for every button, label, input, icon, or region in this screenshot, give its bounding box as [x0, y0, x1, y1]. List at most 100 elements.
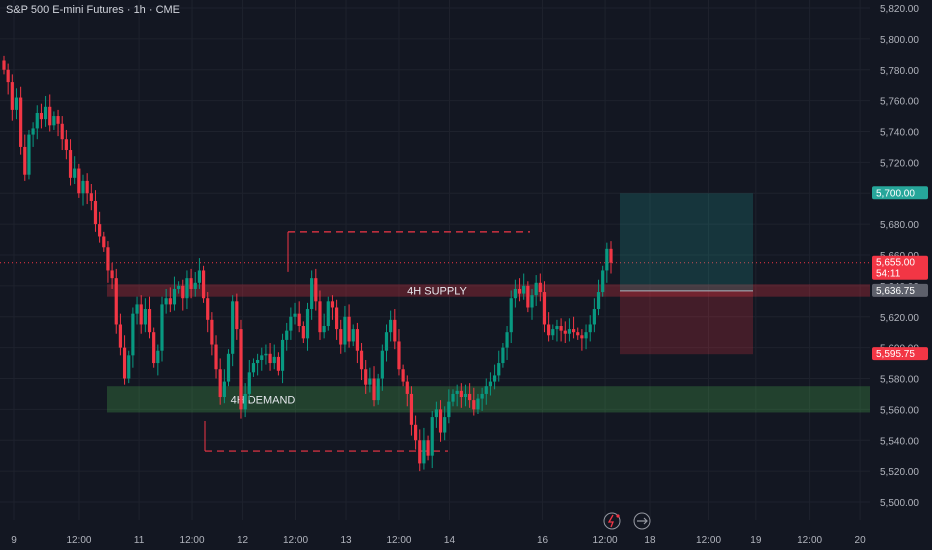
candle-body — [488, 381, 493, 387]
candle-body — [609, 248, 613, 263]
time-tick-label: 12:00 — [66, 535, 91, 546]
candle-body — [555, 326, 559, 330]
candles-layer — [2, 55, 613, 472]
candle-body — [509, 298, 513, 333]
long-position-tool[interactable] — [620, 193, 753, 355]
candle-body — [35, 112, 39, 129]
candle-body — [468, 393, 472, 401]
candle-body — [393, 319, 397, 342]
candle-body — [139, 304, 143, 325]
time-tick-label: 9 — [11, 535, 17, 546]
candle-body — [517, 288, 522, 294]
candle-body — [422, 440, 426, 464]
candle-body — [210, 319, 214, 345]
candle-body — [563, 330, 567, 334]
time-tick-label: 12:00 — [386, 535, 411, 546]
candle-body — [605, 248, 609, 271]
candle-body — [289, 316, 293, 331]
time-tick-label: 12:00 — [283, 535, 308, 546]
candle-body — [547, 324, 551, 336]
candle-body — [372, 378, 376, 401]
candle-body — [6, 69, 10, 83]
candle-body — [10, 82, 14, 110]
candle-body — [251, 363, 256, 373]
time-tick-label: 12:00 — [593, 535, 618, 546]
candle-body — [576, 332, 580, 336]
candle-body — [73, 168, 77, 178]
demand-zone[interactable] — [107, 386, 870, 413]
candle-body — [559, 326, 563, 331]
time-tick-label: 19 — [750, 535, 762, 546]
candle-body — [60, 123, 64, 140]
candle-body — [31, 128, 35, 135]
time-tick-label: 14 — [444, 535, 456, 546]
candle-body — [193, 282, 197, 289]
position-target-box[interactable] — [620, 193, 753, 291]
time-tick-label: 18 — [644, 535, 656, 546]
candle-body — [197, 270, 202, 283]
candle-body — [426, 440, 430, 456]
candle-body — [93, 200, 98, 225]
candle-body — [497, 363, 501, 376]
candle-body — [23, 146, 27, 175]
price-tick-label: 5,800.00 — [880, 35, 919, 46]
price-tick-label: 5,520.00 — [880, 467, 919, 478]
candle-body — [68, 150, 73, 178]
candle-body — [27, 134, 31, 175]
lightning-icon[interactable] — [603, 512, 621, 530]
price-tick-label: 5,620.00 — [880, 313, 919, 324]
candle-body — [301, 326, 305, 339]
candle-body — [480, 393, 484, 399]
candle-body — [276, 356, 280, 371]
candle-body — [430, 417, 434, 456]
price-tick-label: 5,740.00 — [880, 128, 919, 139]
candle-body — [355, 329, 359, 351]
candle-body — [48, 106, 52, 126]
candle-body — [322, 326, 326, 333]
zones-layer: 4H SUPPLY 4H DEMAND — [0, 231, 870, 452]
candle-body — [501, 347, 505, 364]
time-tick-label: 12:00 — [797, 535, 822, 546]
candle-body — [185, 278, 189, 299]
candle-body — [401, 369, 405, 382]
candle-body — [380, 350, 384, 379]
bottom-icons[interactable] — [603, 512, 651, 530]
candle-body — [264, 353, 268, 356]
time-axis[interactable]: 9 12:00 11 12:00 12 12:00 13 12:00 14 16 12:00 18 12… — [11, 535, 866, 546]
candle-body — [526, 285, 530, 308]
candle-body — [397, 341, 401, 370]
candle-body — [434, 409, 438, 418]
position-stop-box[interactable] — [620, 290, 753, 355]
price-tag — [872, 255, 928, 280]
candle-body — [596, 292, 601, 310]
candle-body — [584, 332, 588, 339]
candle-body — [64, 139, 68, 151]
candle-body — [326, 301, 330, 327]
candle-body — [384, 332, 389, 351]
candle-body — [368, 378, 372, 385]
candle-body — [551, 329, 555, 336]
candle-body — [538, 282, 542, 293]
candle-body — [172, 288, 177, 305]
alert-dot — [616, 514, 620, 518]
candle-body — [310, 278, 314, 310]
candle-body — [231, 301, 235, 354]
price-tag-label: 5,655.00 — [876, 258, 915, 269]
candle-body — [106, 247, 110, 271]
candle-body — [343, 316, 347, 345]
candle-body — [571, 329, 576, 333]
price-tag-countdown: 54:11 — [876, 269, 901, 280]
candle-body — [330, 301, 335, 308]
candle-body — [218, 369, 222, 398]
supply-zone[interactable] — [107, 284, 870, 297]
candle-body — [268, 353, 272, 364]
price-tick-label: 5,820.00 — [880, 4, 919, 15]
candle-body — [588, 324, 592, 333]
candle-body — [247, 372, 251, 394]
price-tick-label: 5,580.00 — [880, 375, 919, 386]
candle-body — [110, 270, 114, 279]
replay-icon[interactable] — [633, 512, 651, 530]
candle-body — [19, 97, 23, 147]
